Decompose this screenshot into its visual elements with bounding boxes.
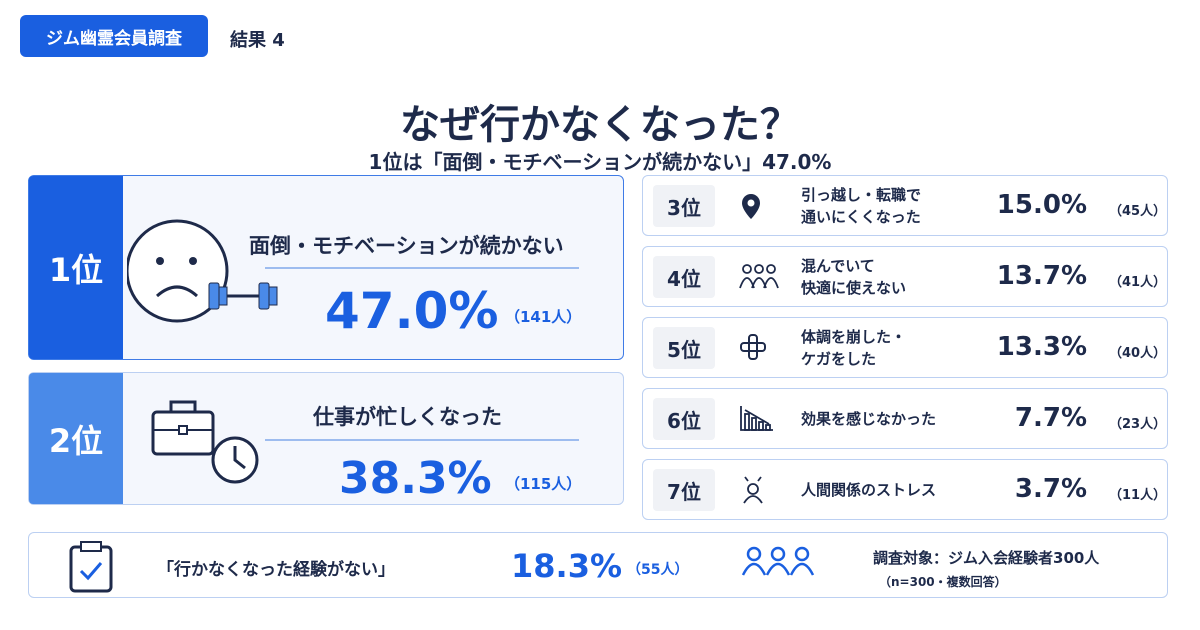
rank-card: 2位 仕事が忙しくなった 38.3% （115人） bbox=[28, 372, 624, 505]
icon bbox=[151, 400, 259, 484]
reason: 混んでいて bbox=[801, 256, 875, 275]
reason: 人間関係のストレス bbox=[801, 480, 937, 499]
icon bbox=[69, 541, 113, 593]
divider bbox=[265, 439, 579, 441]
rank: 4位 bbox=[653, 256, 715, 298]
percent: 47.0% bbox=[325, 282, 499, 340]
title: なぜ行かなくなった？ bbox=[400, 102, 800, 148]
reason: ケガをした bbox=[801, 349, 877, 368]
rank: 6位 bbox=[653, 398, 715, 440]
icon bbox=[127, 219, 278, 323]
badge: ジム幽霊会員調査 bbox=[20, 15, 208, 57]
percent: 13.3% bbox=[996, 332, 1087, 362]
rank-card: 1位 面倒・モチベーションが続かない 47.0% （141人） bbox=[28, 175, 624, 360]
rank: 7位 bbox=[653, 469, 715, 511]
count: （11人） bbox=[1109, 488, 1167, 503]
icon bbox=[740, 334, 766, 360]
count: （141人） bbox=[505, 308, 582, 326]
reason: 「行かなくなった経験がない」 bbox=[157, 560, 395, 580]
reason: 効果を感じなかった bbox=[801, 409, 937, 428]
reason: 仕事が忙しくなった bbox=[313, 405, 502, 429]
reason: 通いにくくなった bbox=[801, 207, 921, 226]
reason: 体調を崩した・ bbox=[801, 327, 907, 346]
rank-card: 5位 体調を崩した・ ケガをした 13.3% （40人） bbox=[642, 317, 1168, 378]
rank-card: 3位 引っ越し・転職で 通いにくくなった 15.0% （45人） bbox=[642, 175, 1168, 236]
count: （40人） bbox=[1109, 346, 1167, 361]
icon bbox=[739, 264, 779, 289]
section-label: 結果 4 bbox=[230, 30, 285, 51]
divider bbox=[265, 267, 579, 269]
rank: 3位 bbox=[653, 185, 715, 227]
survey-target: 調査対象：ジム入会経験者300人 bbox=[873, 549, 1100, 567]
count: （55人） bbox=[627, 562, 689, 578]
rank-card: 4位 混んでいて快適に使えない 13.7% （41人） bbox=[642, 246, 1168, 307]
icon bbox=[743, 476, 763, 504]
percent: 38.3% bbox=[339, 453, 492, 504]
rank: 5位 bbox=[653, 327, 715, 369]
count: （45人） bbox=[1109, 204, 1167, 219]
no-drop-card: 「行かなくなった経験がない」 18.3% （55人） 調査対象：ジム入会経験者3… bbox=[28, 532, 1168, 598]
percent: 3.7% bbox=[1014, 474, 1087, 504]
icon bbox=[741, 546, 815, 576]
rank: 1位 bbox=[29, 176, 123, 359]
count: （41人） bbox=[1109, 275, 1167, 290]
percent: 7.7% bbox=[1014, 403, 1087, 433]
reason: 面倒・モチベーションが続かない bbox=[249, 234, 564, 258]
icon bbox=[742, 194, 760, 219]
icon bbox=[740, 406, 773, 431]
percent: 15.0% bbox=[996, 190, 1087, 220]
subtitle: 1位は「面倒・モチベーションが続かない」47.0% bbox=[368, 150, 832, 174]
reason: 快適に使えない bbox=[801, 278, 907, 297]
percent: 18.3% bbox=[511, 547, 623, 585]
percent: 13.7% bbox=[996, 261, 1087, 291]
count: （23人） bbox=[1109, 417, 1167, 432]
reason: 引っ越し・転職で bbox=[801, 185, 922, 204]
rank-card: 6位 効果を感じなかった 7.7% （23人） bbox=[642, 388, 1168, 449]
survey-note: （n=300・複数回答） bbox=[879, 575, 1007, 589]
rank-card: 7位 人間関係のストレス 3.7% （11人） bbox=[642, 459, 1168, 520]
count: （115人） bbox=[505, 475, 582, 493]
rank: 2位 bbox=[29, 373, 123, 504]
